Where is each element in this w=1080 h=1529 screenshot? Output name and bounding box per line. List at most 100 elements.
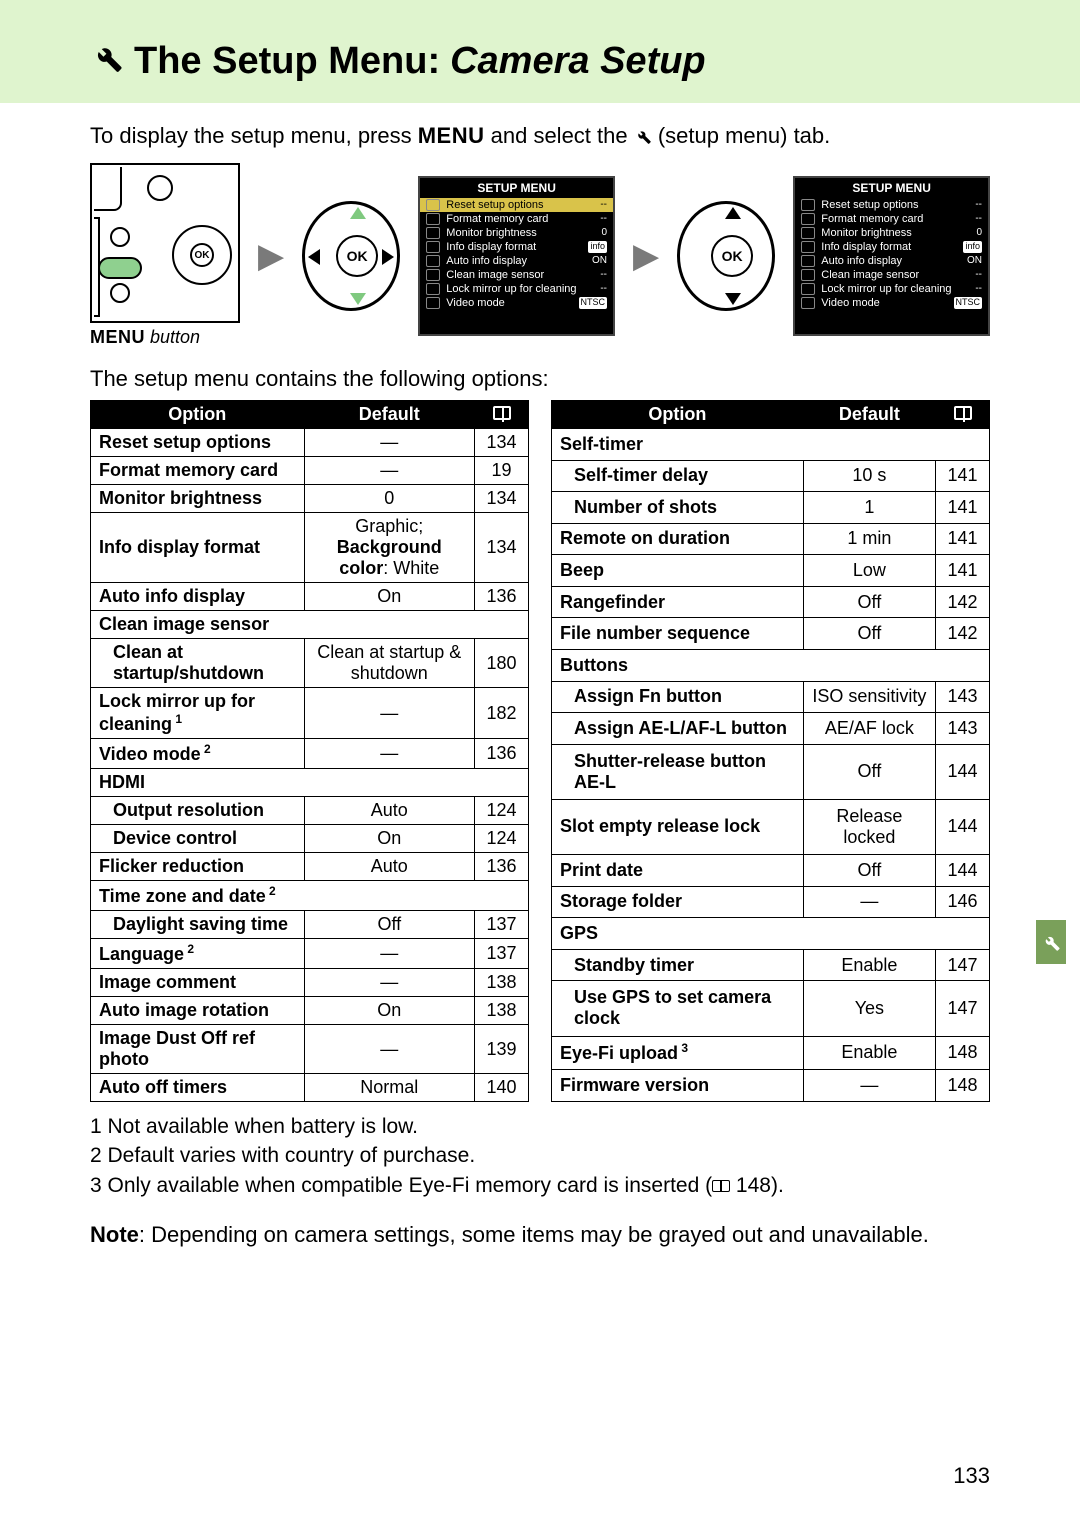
table-row: Format memory card—19 <box>91 457 529 485</box>
table-row: Info display formatGraphic;Background co… <box>91 513 529 583</box>
table-row: Firmware version—148 <box>552 1070 990 1102</box>
note-text: : Depending on camera settings, some ite… <box>139 1222 929 1247</box>
dpad-diagram-2: OK <box>677 201 775 311</box>
table-row: HDMI <box>91 769 529 797</box>
table-row: Device controlOn124 <box>91 825 529 853</box>
title-prefix: The Setup Menu: <box>134 40 440 83</box>
book-icon <box>954 406 972 420</box>
intro-after: (setup menu) tab. <box>652 123 831 148</box>
th-option: Option <box>552 401 804 429</box>
th-page <box>936 401 990 429</box>
screen-row: Format memory card-- <box>420 212 613 226</box>
th-default: Default <box>803 401 935 429</box>
screen-row: Lock mirror up for cleaning-- <box>795 282 988 296</box>
menu-button-label: MENU button <box>90 327 240 348</box>
side-tab <box>1036 920 1066 964</box>
table-row: Flicker reductionAuto136 <box>91 853 529 881</box>
table-row: Reset setup options—134 <box>91 429 529 457</box>
table-row: Lock mirror up for cleaning 1—182 <box>91 688 529 739</box>
table-row: Image Dust Off ref photo—139 <box>91 1025 529 1074</box>
table-row: Auto info displayOn136 <box>91 583 529 611</box>
screen-row: Lock mirror up for cleaning-- <box>420 282 613 296</box>
table-row: Self-timer delay10 s141 <box>552 460 990 492</box>
screen-row: Monitor brightness0 <box>420 226 613 240</box>
table-row: Daylight saving timeOff137 <box>91 911 529 939</box>
table-row: BeepLow141 <box>552 555 990 587</box>
table-row: Assign AE-L/AF-L buttonAE/AF lock143 <box>552 713 990 745</box>
book-icon <box>493 406 511 420</box>
note-bold: Note <box>90 1222 139 1247</box>
table-row: Number of shots1141 <box>552 492 990 524</box>
screen-row: Auto info displayON <box>795 254 988 268</box>
setup-table-left: Option Default Reset setup options—134Fo… <box>90 400 529 1102</box>
table-row: Eye-Fi upload 3Enable148 <box>552 1036 990 1070</box>
table-row: Use GPS to set camera clockYes147 <box>552 981 990 1036</box>
header-band: The Setup Menu: Camera Setup <box>0 0 1080 103</box>
footnote: 2 Default varies with country of purchas… <box>90 1141 990 1170</box>
tables-wrap: Option Default Reset setup options—134Fo… <box>90 400 990 1102</box>
table-row: Auto off timersNormal140 <box>91 1074 529 1102</box>
screen-row: Auto info displayON <box>420 254 613 268</box>
arrow-icon: ▶ <box>633 236 659 276</box>
table-row: Auto image rotationOn138 <box>91 997 529 1025</box>
th-default: Default <box>304 401 474 429</box>
setup-screen-1: SETUP MENU Reset setup options--Format m… <box>418 176 615 336</box>
title-italic: Camera Setup <box>450 40 706 83</box>
screen-row: Clean image sensor-- <box>420 268 613 282</box>
options-intro: The setup menu contains the following op… <box>90 366 990 392</box>
th-option: Option <box>91 401 305 429</box>
screen-row: Clean image sensor-- <box>795 268 988 282</box>
page-number: 133 <box>953 1463 990 1489</box>
footnote: 3 Only available when compatible Eye-Fi … <box>90 1171 990 1200</box>
table-row: Language 2—137 <box>91 939 529 969</box>
screen-row: Video modeNTSC <box>420 296 613 310</box>
table-row: Output resolutionAuto124 <box>91 797 529 825</box>
menu-word: MENU <box>418 123 485 148</box>
dpad-diagram-1: OK <box>302 201 400 311</box>
footnote: 1 Not available when battery is low. <box>90 1112 990 1141</box>
setup-screen-2: SETUP MENU Reset setup options--Format m… <box>793 176 990 336</box>
screen-title: SETUP MENU <box>795 178 988 198</box>
book-icon <box>712 1180 730 1192</box>
intro-mid: and select the <box>485 123 634 148</box>
table-row: Time zone and date 2 <box>91 881 529 911</box>
wrench-icon <box>90 40 124 83</box>
th-page <box>475 401 529 429</box>
table-row: Print dateOff144 <box>552 855 990 887</box>
table-row: RangefinderOff142 <box>552 586 990 618</box>
screen-title: SETUP MENU <box>420 178 613 198</box>
intro-text: To display the setup menu, press MENU an… <box>90 123 990 149</box>
intro-before: To display the setup menu, press <box>90 123 418 148</box>
screen-row: Reset setup options-- <box>795 198 988 212</box>
ok-button: OK <box>336 235 378 277</box>
camera-diagram-block: OK MENU button <box>90 163 240 348</box>
ok-button: OK <box>711 235 753 277</box>
screen-row: Monitor brightness0 <box>795 226 988 240</box>
screen-row: Video modeNTSC <box>795 296 988 310</box>
note: Note: Depending on camera settings, some… <box>90 1222 990 1248</box>
table-row: Clean image sensor <box>91 611 529 639</box>
table-row: Storage folder—146 <box>552 886 990 918</box>
table-row: File number sequenceOff142 <box>552 618 990 650</box>
table-row: Buttons <box>552 649 990 681</box>
footnotes: 1 Not available when battery is low.2 De… <box>90 1112 990 1200</box>
table-row: Shutter-release button AE-LOff144 <box>552 744 990 799</box>
table-row: Image comment—138 <box>91 969 529 997</box>
screen-row: Format memory card-- <box>795 212 988 226</box>
table-row: Video mode 2—136 <box>91 739 529 769</box>
table-row: Standby timerEnable147 <box>552 949 990 981</box>
content: To display the setup menu, press MENU an… <box>0 103 1080 1248</box>
table-row: GPS <box>552 918 990 950</box>
table-row: Slot empty release lockRelease locked144 <box>552 799 990 854</box>
screen-row: Info display formatinfo <box>795 240 988 254</box>
table-row: Monitor brightness0134 <box>91 485 529 513</box>
arrow-icon: ▶ <box>258 236 284 276</box>
wrench-icon-small <box>634 126 652 148</box>
camera-top-view: OK <box>90 163 240 323</box>
page-title: The Setup Menu: Camera Setup <box>90 40 990 83</box>
table-row: Clean at startup/shutdownClean at startu… <box>91 639 529 688</box>
table-row: Self-timer <box>552 429 990 461</box>
screen-row: Reset setup options-- <box>420 198 613 212</box>
screen-row: Info display formatinfo <box>420 240 613 254</box>
table-row: Assign Fn buttonISO sensitivity143 <box>552 681 990 713</box>
